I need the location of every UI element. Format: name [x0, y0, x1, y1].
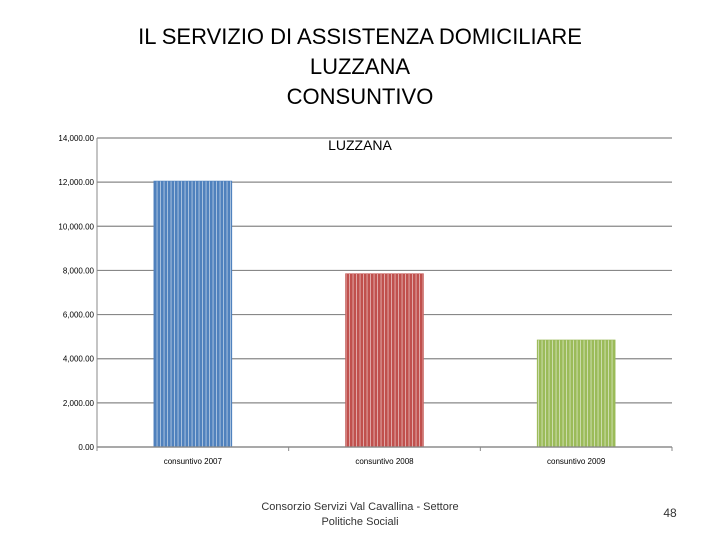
y-tick-label: 2,000.00 — [63, 399, 95, 408]
slide-title-line-2: LUZZANA — [309, 54, 411, 79]
slide-title-line-1: IL SERVIZIO DI ASSISTENZA DOMICILIARE — [138, 24, 582, 49]
bar-consuntivo-2007 — [153, 180, 233, 448]
chart-title: LUZZANA — [328, 137, 392, 153]
footer-text: Consorzio Servizi Val Cavallina - Settor… — [261, 501, 459, 528]
slide-title-line-3: CONSUNTIVO — [286, 84, 434, 109]
slide-title: IL SERVIZIO DI ASSISTENZA DOMICILIARE LU… — [0, 22, 720, 112]
page-number: 48 — [663, 506, 677, 520]
y-tick-label: 6,000.00 — [63, 311, 95, 320]
bar-consuntivo-2008 — [345, 273, 424, 448]
y-tick-label: 8,000.00 — [63, 266, 95, 275]
y-tick-label: 12,000.00 — [58, 178, 94, 187]
x-tick-label: consuntivo 2009 — [547, 457, 606, 466]
x-tick-label: consuntivo 2007 — [164, 457, 223, 466]
y-tick-label: 10,000.00 — [58, 222, 94, 231]
y-tick-label: 14,000.00 — [58, 134, 94, 143]
bar-consuntivo-2009 — [536, 339, 616, 448]
y-tick-label: 4,000.00 — [63, 355, 95, 364]
y-tick-label: 0.00 — [78, 443, 94, 452]
x-tick-label: consuntivo 2008 — [355, 457, 414, 466]
